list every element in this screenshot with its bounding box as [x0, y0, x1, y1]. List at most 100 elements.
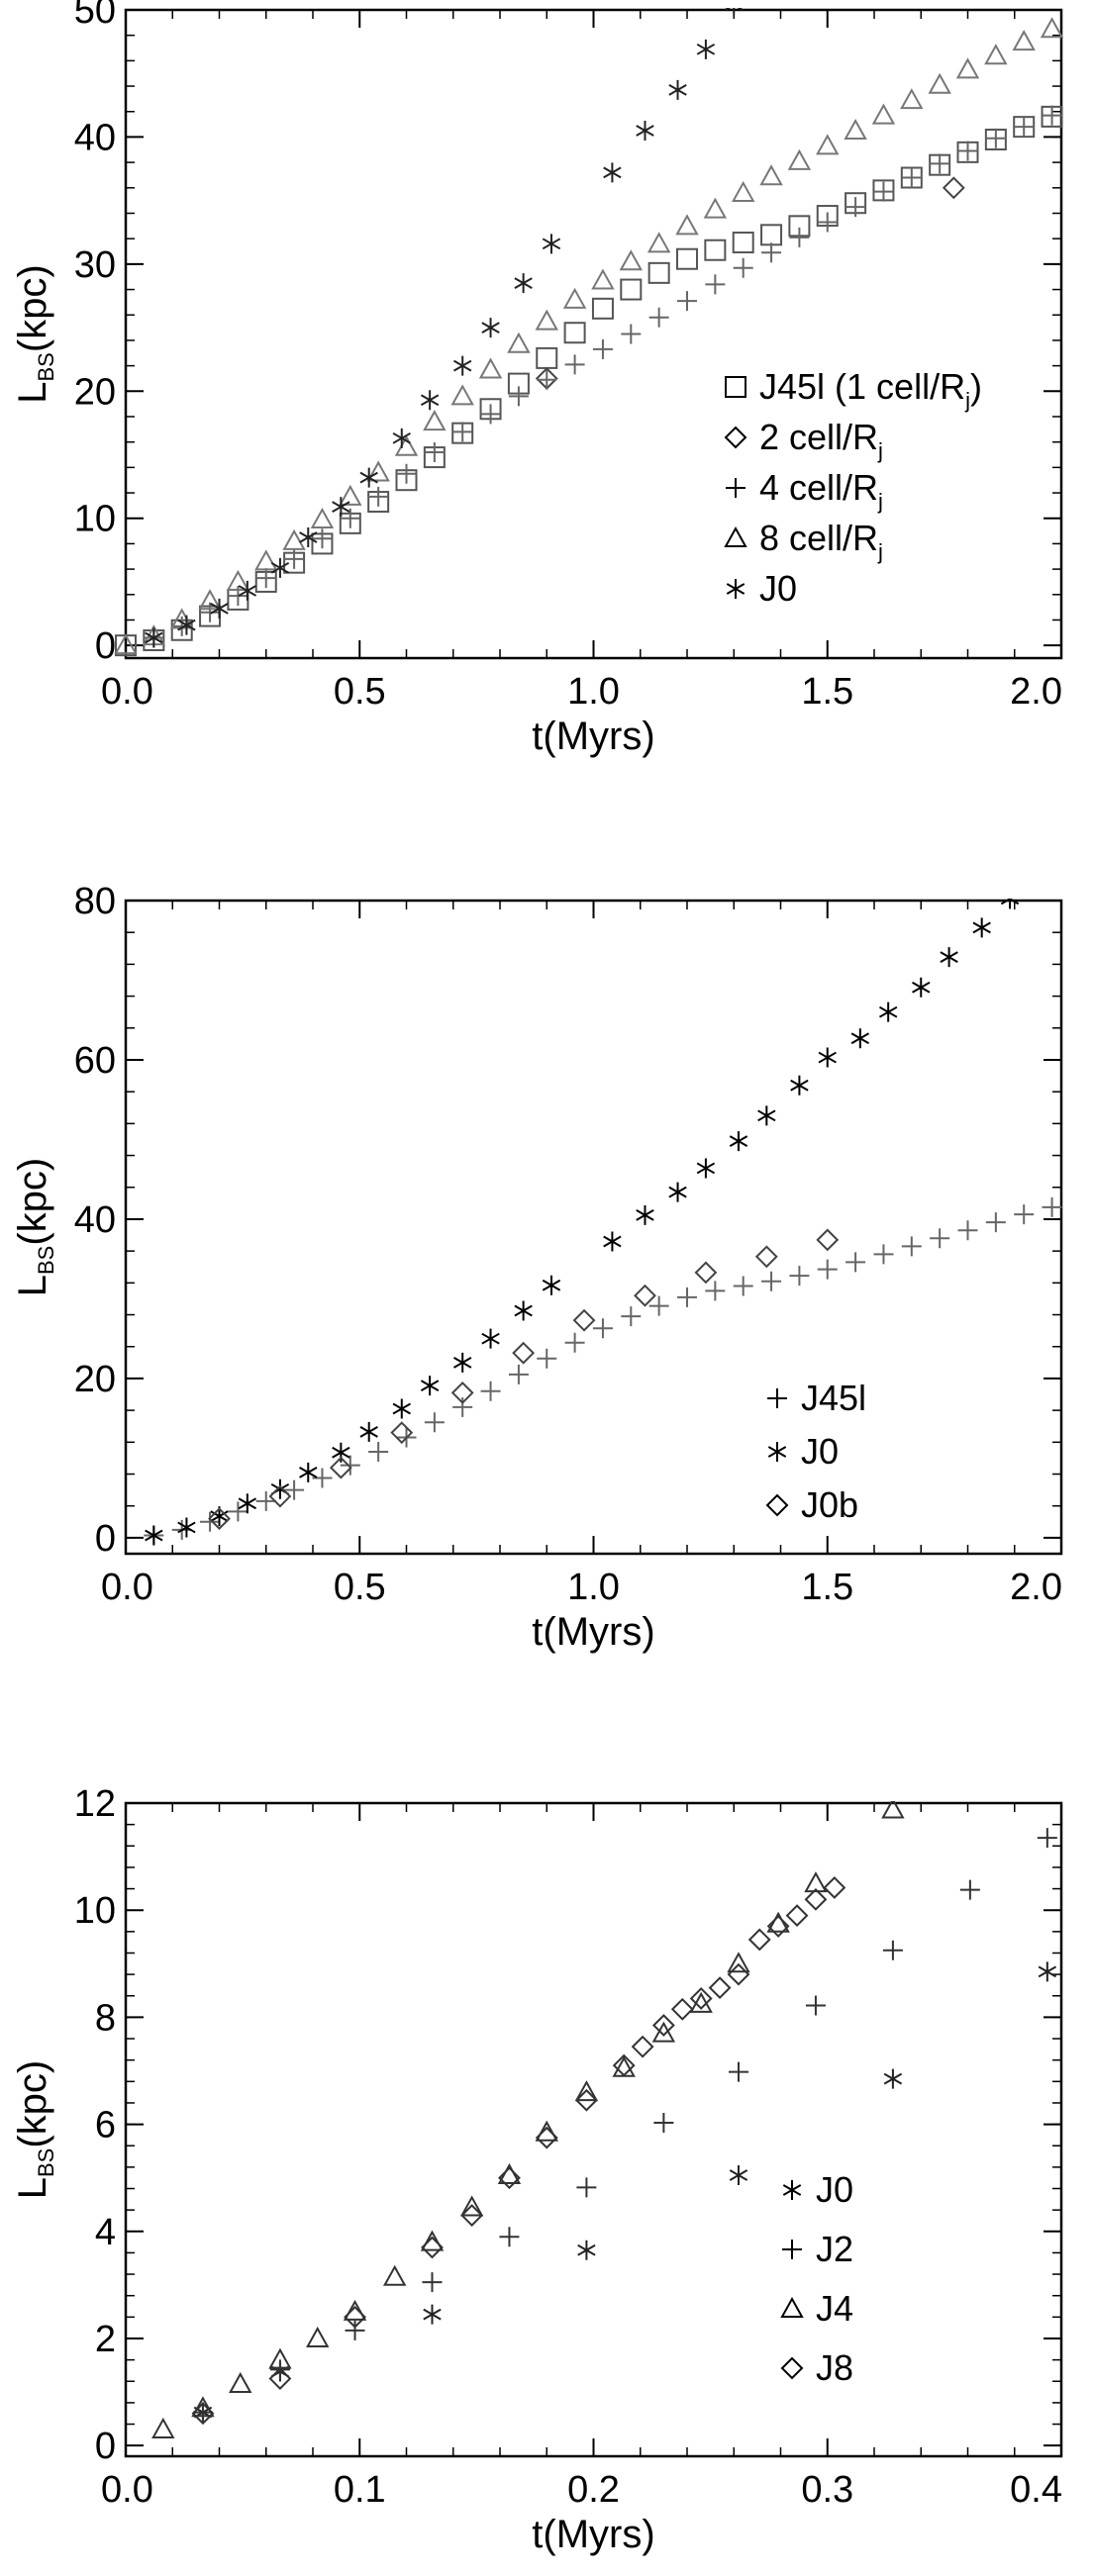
panel-3-y-tick-label: 0 — [95, 2426, 116, 2467]
panel-3-point-j4 — [306, 2326, 330, 2347]
panel-3-legend-marker-j2 — [782, 2240, 802, 2259]
panel-2-point-j45l — [930, 1228, 950, 1249]
panel-3-point-j0 — [1038, 1961, 1057, 1982]
panel-1-point-j0 — [725, 8, 744, 15]
panel-2-x-axis-label: t(Myrs) — [532, 1610, 654, 1654]
panel-2-point-j45l — [480, 1381, 501, 1401]
panel-3-point-j0 — [577, 2240, 596, 2260]
panel-2-point-j45l — [873, 1244, 894, 1265]
panel-3-point-j8 — [804, 1887, 828, 1911]
panel-2-point-j0 — [940, 947, 958, 968]
panel-1-chart: 0.0 0.5 1.0 1.5 2.0 0 10 20 30 40 50 t(Myrs) LBS(kpc… — [11, 0, 1064, 758]
panel-3-point-j2 — [959, 1879, 980, 1900]
panel-2-legend-label-j45l: J45l — [801, 1378, 866, 1418]
panel-2-point-j45l — [957, 1220, 978, 1241]
panel-1-point-4-cell-r — [368, 486, 389, 507]
panel-3-point-j8 — [727, 1962, 750, 1986]
panel-3-point-j2 — [499, 2227, 520, 2247]
panel-1-point-4-cell-r — [901, 167, 922, 188]
panel-1-point-8-cell-r — [675, 214, 699, 236]
panel-1-point-j0 — [481, 318, 500, 338]
panel-2-point-j45l — [901, 1236, 922, 1257]
panel-2-point-j0b — [634, 1284, 656, 1307]
panel-1-point-4-cell-r — [284, 548, 305, 569]
panel-2-point-j45l — [537, 1348, 557, 1369]
panel-2-point-j0 — [696, 1158, 716, 1179]
panel-2-point-j0 — [1000, 899, 1020, 909]
panel-3-point-j8 — [612, 2053, 636, 2077]
panel-1-point-4-cell-r — [621, 324, 642, 344]
panel-3-chart: 0.0 0.1 0.2 0.3 0.4 0 2 4 6 8 10 12 t(Myrs) LBS(kpc) J… — [11, 1783, 1063, 2556]
panel-3-point-j0 — [883, 2068, 903, 2089]
panel-3-x-tick-label: 0.3 — [801, 2469, 853, 2511]
panel-2-point-j45l — [452, 1396, 473, 1417]
panel-2-point-j0 — [359, 1421, 378, 1442]
panel-2-point-j45l — [621, 1306, 642, 1327]
panel-2-point-j45l — [705, 1281, 726, 1301]
panel-3-point-j8 — [421, 2236, 444, 2259]
panel-1-point-4-cell-r — [677, 291, 697, 312]
panel-3-legend-marker-j8 — [780, 2356, 804, 2380]
panel-2-point-j45l — [424, 1412, 445, 1433]
panel-3-point-j2 — [728, 2061, 748, 2082]
panel-2-point-j45l — [648, 1295, 669, 1316]
panel-1-data-points — [114, 8, 1064, 657]
panel-3-point-j8 — [631, 2035, 654, 2058]
panel-2-point-j0b — [512, 1341, 536, 1365]
panel-3-x-tick-label: 0.2 — [567, 2469, 620, 2511]
panel-3-point-j8 — [498, 2166, 521, 2190]
panel-2-legend-marker-j45l — [767, 1388, 787, 1408]
panel-1-point-4-cell-r — [200, 602, 221, 622]
panel-1-point-j0 — [270, 557, 290, 578]
panel-1-point-8-cell-r — [339, 484, 362, 506]
panel-1-x-tick-label: 1.5 — [801, 671, 853, 713]
panel-1-point-8-cell-r — [816, 134, 840, 155]
panel-2-point-j0 — [332, 1442, 350, 1463]
panel-2-point-j0 — [453, 1352, 472, 1373]
panel-1-point-j0 — [238, 580, 257, 601]
panel-3-data-points — [151, 1801, 1057, 2438]
panel-2-y-axis-label: LBS(kpc) — [11, 1158, 58, 1297]
panel-3-point-j2 — [805, 1995, 826, 2016]
panel-1-point-8-cell-r — [871, 103, 896, 125]
panel-1-point-8-cell-r — [928, 72, 951, 94]
panel-2-point-j0b — [816, 1228, 840, 1252]
panel-1-point-j0 — [603, 162, 622, 183]
panel-1-point-8-cell-r — [955, 57, 980, 79]
panel-2-point-j0 — [757, 1105, 776, 1126]
panel-3-point-j2 — [345, 2320, 365, 2340]
panel-2-point-j0 — [603, 1231, 622, 1252]
panel-1-point-4-cell-r — [789, 227, 810, 247]
panel-2-point-j0 — [878, 1002, 898, 1022]
panel-1-point-j45l-1-cell-r — [620, 278, 643, 301]
panel-3-point-j2 — [882, 1940, 903, 1960]
panel-1-point-8-cell-r — [114, 633, 138, 655]
panel-1-point-8-cell-r — [535, 309, 558, 331]
panel-2-point-j45l — [368, 1441, 389, 1462]
panel-3-legend: J0 J2 J4 J8 — [780, 2169, 853, 2388]
panel-1-point-j45l-1-cell-r — [536, 346, 558, 369]
panel-1-point-j0 — [542, 234, 561, 254]
panel-3-point-j8 — [785, 1904, 809, 1928]
panel-3-x-tick-label: 0.1 — [334, 2469, 386, 2511]
panel-3-legend-label-j2: J2 — [816, 2229, 853, 2269]
panel-3-point-j4 — [229, 2371, 252, 2393]
panel-2-point-j45l — [564, 1332, 585, 1353]
panel-3-point-j8 — [823, 1876, 846, 1899]
panel-1-legend-marker-j45l-1-cell-r — [725, 376, 746, 398]
panel-1-point-8-cell-r — [984, 44, 1008, 65]
panel-1-legend-marker-j0 — [726, 579, 746, 599]
panel-1-point-8-cell-r — [703, 197, 728, 219]
panel-2-legend-label-j0b: J0b — [801, 1484, 858, 1525]
panel-3-point-j2 — [192, 2402, 213, 2423]
panel-3-point-j4 — [420, 2230, 445, 2251]
panel-1-point-8-cell-r — [759, 164, 783, 186]
panel-1-point-4-cell-r — [761, 242, 782, 263]
panel-1-point-4-cell-r — [1014, 117, 1035, 138]
panel-1-y-tick-label: 20 — [74, 371, 116, 413]
panel-2-point-j45l — [985, 1212, 1006, 1233]
panel-3-x-tick-label: 0.0 — [101, 2469, 153, 2511]
panel-2-chart: 0.0 0.5 1.0 1.5 2.0 0 20 40 60 80 t(Myrs) LBS(kpc) J… — [11, 881, 1063, 1654]
panel-2-point-j45l — [677, 1287, 697, 1307]
panel-1-point-4-cell-r — [424, 441, 445, 462]
